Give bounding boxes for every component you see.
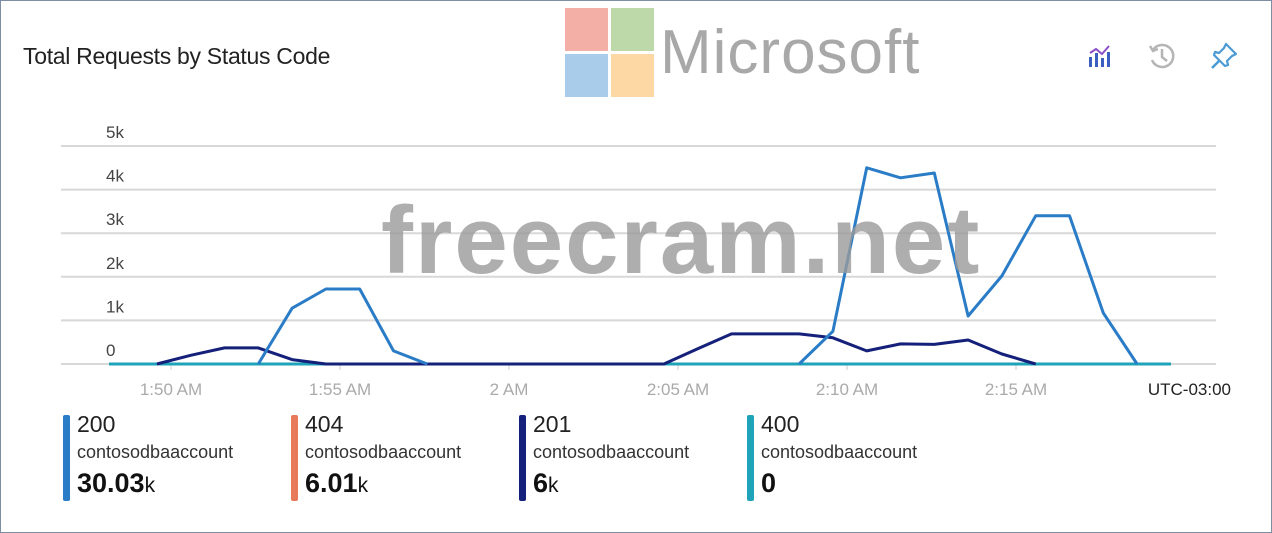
y-tick-label: 5k xyxy=(106,123,124,142)
legend-total-value: 6 xyxy=(533,468,549,498)
history-button[interactable] xyxy=(1145,39,1179,73)
legend-color-swatch xyxy=(519,415,526,501)
legend-total: 6.01k xyxy=(305,467,501,502)
legend-total-unit: k xyxy=(144,474,156,497)
x-tick-label: 1:55 AM xyxy=(309,380,371,399)
legend-total: 0 xyxy=(761,467,951,502)
legend-account: contosodbaaccount xyxy=(533,442,690,462)
legend-status-code: 201 xyxy=(533,411,572,437)
legend-item-404[interactable]: 404 contosodbaaccount 6.01k xyxy=(289,411,501,503)
legend-color-swatch xyxy=(747,415,754,501)
y-tick-label: 1k xyxy=(106,297,124,316)
x-tick-label: 1:50 AM xyxy=(140,380,202,399)
legend-status-code: 404 xyxy=(305,411,344,437)
legend-item-201[interactable]: 201 contosodbaaccount 6k xyxy=(517,411,729,503)
x-tick-label: 2:05 AM xyxy=(647,380,709,399)
x-tick-label: 2:15 AM xyxy=(985,380,1047,399)
legend-total-value: 0 xyxy=(761,468,777,498)
legend-total-unit: k xyxy=(357,474,369,497)
legend-total: 30.03k xyxy=(77,467,273,502)
legend-color-swatch xyxy=(63,415,70,501)
legend-status-code: 400 xyxy=(761,411,800,437)
chart-title: Total Requests by Status Code xyxy=(23,43,331,69)
legend-color-swatch xyxy=(291,415,298,501)
legend-item-400[interactable]: 400 contosodbaaccount 0 xyxy=(745,411,951,503)
series-line-201 xyxy=(156,332,1037,366)
legend-item-200[interactable]: 200 contosodbaaccount 30.03k xyxy=(61,411,273,503)
history-icon xyxy=(1148,43,1175,69)
y-tick-label: 2k xyxy=(106,254,124,273)
toolbar xyxy=(1083,39,1241,73)
timezone-label: UTC-03:00 xyxy=(1148,380,1231,399)
legend-account: contosodbaaccount xyxy=(305,442,462,462)
x-tick-label: 2 AM xyxy=(490,380,529,399)
y-tick-label: 4k xyxy=(106,167,124,186)
series-line-200 xyxy=(798,166,1139,366)
legend-total-value: 30.03 xyxy=(77,468,145,498)
pin-button[interactable] xyxy=(1207,39,1241,73)
legend-total: 6k xyxy=(533,467,729,502)
legend-account: contosodbaaccount xyxy=(77,442,234,462)
legend: 200 contosodbaaccount 30.03k 404 contosodbaa… xyxy=(61,411,967,503)
legend-account: contosodbaaccount xyxy=(761,442,918,462)
series-line-200 xyxy=(257,287,428,366)
open-in-metrics-button[interactable] xyxy=(1083,39,1117,73)
pin-icon xyxy=(1211,42,1238,69)
x-tick-label: 2:10 AM xyxy=(816,380,878,399)
watermark-logo-text: Microsoft xyxy=(660,18,921,87)
y-tick-label: 3k xyxy=(106,210,124,229)
legend-status-code: 200 xyxy=(77,411,116,437)
legend-total-unit: k xyxy=(548,474,559,497)
y-tick-label: 0 xyxy=(106,341,115,360)
legend-total-value: 6.01 xyxy=(305,468,358,498)
microsoft-logo-watermark: Microsoft xyxy=(565,8,920,97)
chart-analytics-icon xyxy=(1089,45,1110,67)
